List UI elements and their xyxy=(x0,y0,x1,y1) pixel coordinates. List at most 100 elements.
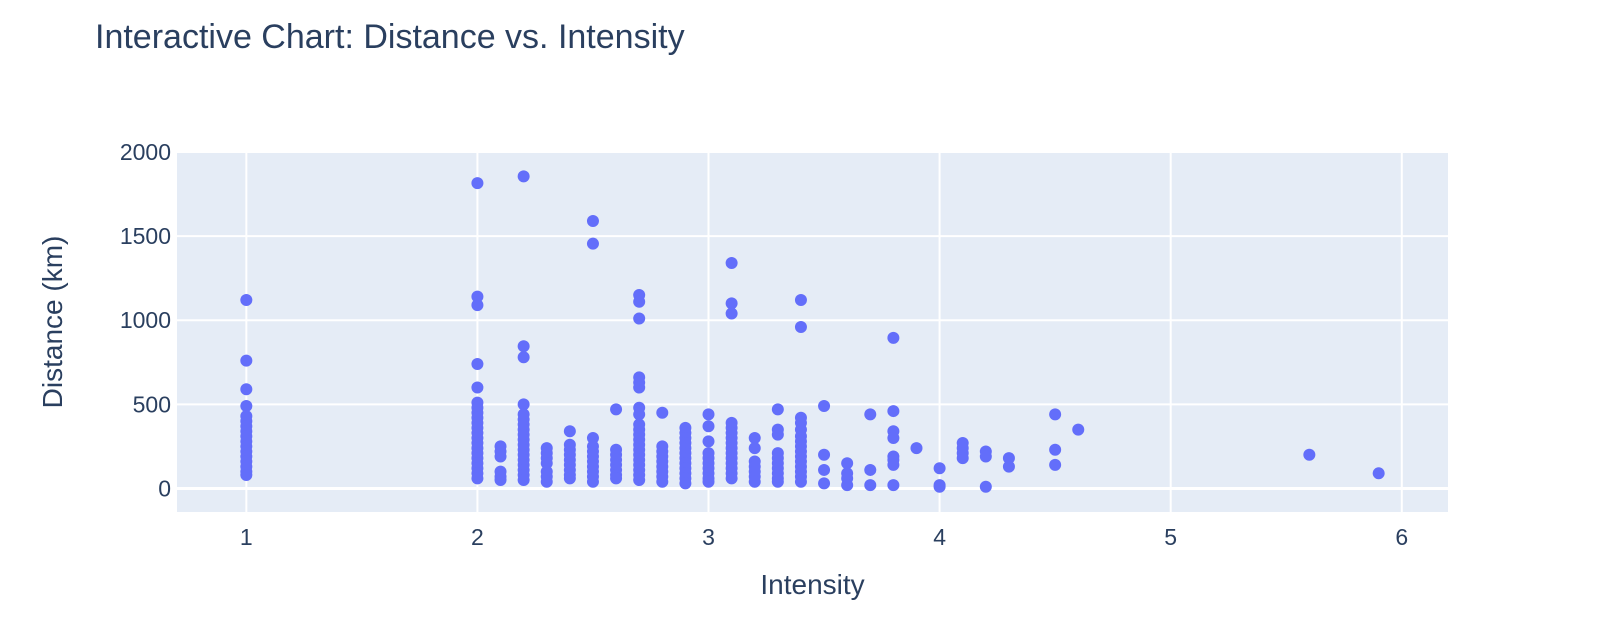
data-point[interactable] xyxy=(933,462,946,475)
data-point[interactable] xyxy=(910,442,923,455)
data-point[interactable] xyxy=(540,457,553,470)
data-point[interactable] xyxy=(979,450,992,463)
data-point[interactable] xyxy=(887,431,900,444)
data-point[interactable] xyxy=(471,299,484,312)
data-point[interactable] xyxy=(841,479,854,492)
y-tick-label: 0 xyxy=(158,475,171,501)
data-point[interactable] xyxy=(1049,443,1062,456)
data-point[interactable] xyxy=(887,479,900,492)
data-point[interactable] xyxy=(748,475,761,488)
data-point[interactable] xyxy=(702,408,715,421)
data-point[interactable] xyxy=(633,408,646,421)
y-tick-label: 1500 xyxy=(120,223,171,249)
data-points xyxy=(240,170,1385,493)
data-point[interactable] xyxy=(610,472,623,485)
data-point[interactable] xyxy=(494,474,507,487)
data-point[interactable] xyxy=(794,475,807,488)
gridlines xyxy=(177,151,1448,512)
data-point[interactable] xyxy=(586,214,599,227)
data-point[interactable] xyxy=(818,400,831,413)
data-point[interactable] xyxy=(725,257,738,270)
data-point[interactable] xyxy=(794,320,807,333)
data-point[interactable] xyxy=(471,381,484,394)
data-point[interactable] xyxy=(1049,458,1062,471)
data-point[interactable] xyxy=(933,480,946,493)
data-point[interactable] xyxy=(586,431,599,444)
x-tick-label: 2 xyxy=(471,524,484,550)
data-point[interactable] xyxy=(864,408,877,421)
data-point[interactable] xyxy=(517,351,530,364)
data-point[interactable] xyxy=(471,357,484,370)
data-point[interactable] xyxy=(887,405,900,418)
y-tick-label: 1000 xyxy=(120,307,171,333)
data-point[interactable] xyxy=(240,294,253,307)
data-point[interactable] xyxy=(1002,452,1015,465)
data-point[interactable] xyxy=(956,452,969,465)
data-point[interactable] xyxy=(240,468,253,481)
data-point[interactable] xyxy=(1303,448,1316,461)
tick-labels: 1 2 3 4 5 6 0 500 1000 1500 2000 xyxy=(120,139,1408,550)
data-point[interactable] xyxy=(1372,467,1385,480)
data-point[interactable] xyxy=(240,354,253,367)
plot-area xyxy=(177,152,1448,512)
data-point[interactable] xyxy=(679,477,692,490)
data-point[interactable] xyxy=(725,472,738,485)
data-point[interactable] xyxy=(818,463,831,476)
data-point[interactable] xyxy=(633,312,646,325)
y-tick-label: 2000 xyxy=(120,139,171,165)
data-point[interactable] xyxy=(702,435,715,448)
data-point[interactable] xyxy=(586,475,599,488)
data-point[interactable] xyxy=(725,307,738,320)
x-tick-label: 5 xyxy=(1164,524,1177,550)
data-point[interactable] xyxy=(610,403,623,416)
data-point[interactable] xyxy=(633,381,646,394)
data-point[interactable] xyxy=(633,474,646,487)
data-point[interactable] xyxy=(771,475,784,488)
chart-title: Interactive Chart: Distance vs. Intensit… xyxy=(95,18,685,56)
data-point[interactable] xyxy=(494,450,507,463)
data-point[interactable] xyxy=(979,480,992,493)
data-point[interactable] xyxy=(471,290,484,303)
data-point[interactable] xyxy=(748,442,761,455)
data-point[interactable] xyxy=(240,400,253,413)
data-point[interactable] xyxy=(771,428,784,441)
x-tick-label: 3 xyxy=(702,524,715,550)
data-point[interactable] xyxy=(864,479,877,492)
data-point[interactable] xyxy=(725,297,738,310)
data-point[interactable] xyxy=(1049,408,1062,421)
data-point[interactable] xyxy=(471,472,484,485)
data-point[interactable] xyxy=(563,472,576,485)
data-point[interactable] xyxy=(864,463,877,476)
data-point[interactable] xyxy=(1002,460,1015,473)
x-tick-label: 1 xyxy=(240,524,253,550)
data-point[interactable] xyxy=(818,448,831,461)
data-point[interactable] xyxy=(633,295,646,308)
data-point[interactable] xyxy=(748,431,761,444)
x-tick-label: 4 xyxy=(933,524,946,550)
data-point[interactable] xyxy=(517,398,530,411)
data-point[interactable] xyxy=(540,475,553,488)
data-point[interactable] xyxy=(240,383,253,396)
data-point[interactable] xyxy=(471,177,484,190)
data-point[interactable] xyxy=(563,425,576,438)
data-point[interactable] xyxy=(887,458,900,471)
x-axis-title: Intensity xyxy=(760,569,864,600)
data-point[interactable] xyxy=(771,403,784,416)
data-point[interactable] xyxy=(517,340,530,353)
data-point[interactable] xyxy=(702,420,715,433)
data-point[interactable] xyxy=(1072,423,1085,436)
data-point[interactable] xyxy=(794,294,807,307)
data-point[interactable] xyxy=(702,475,715,488)
data-point[interactable] xyxy=(517,474,530,487)
x-tick-label: 6 xyxy=(1395,524,1408,550)
data-point[interactable] xyxy=(887,331,900,344)
y-tick-label: 500 xyxy=(133,391,171,417)
data-point[interactable] xyxy=(656,406,669,419)
y-axis-title: Distance (km) xyxy=(37,236,68,409)
data-point[interactable] xyxy=(818,477,831,490)
data-point[interactable] xyxy=(841,457,854,470)
data-point[interactable] xyxy=(517,170,530,183)
data-point[interactable] xyxy=(586,237,599,250)
data-point[interactable] xyxy=(656,475,669,488)
